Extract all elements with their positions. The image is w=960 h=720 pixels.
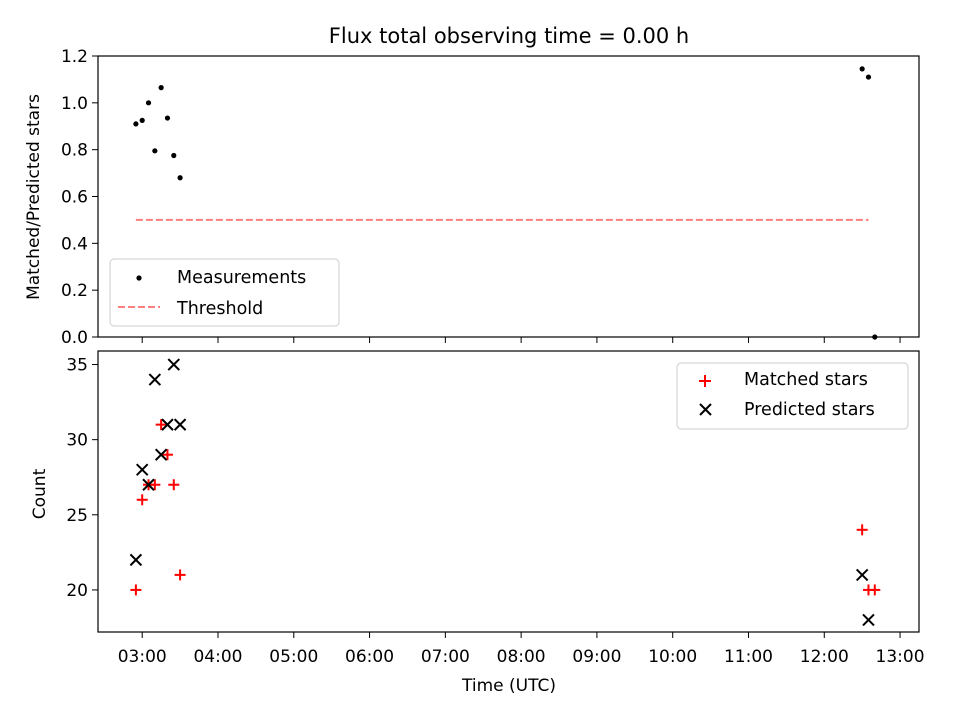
measurement-point — [139, 117, 145, 123]
x-tick-label: 08:00 — [497, 647, 546, 667]
measurement-point — [145, 100, 152, 106]
bottom-x-ticks: 03:00 04:00 05:00 06:00 07:00 08:00 09:00 10:00… — [118, 632, 925, 667]
top-panel: 0.0 0.2 0.4 0.6 0.8 1.0 1.2 Matched/Predicted … — [24, 47, 920, 348]
legend-threshold-label: Threshold — [176, 299, 263, 319]
y-tick-label: 20 — [66, 581, 88, 601]
matched-stars-point — [130, 584, 142, 596]
bottom-axes-frame — [97, 350, 920, 633]
matched-stars-point — [161, 449, 173, 461]
bottom-legend: Matched stars Predicted stars — [676, 362, 909, 430]
chart-title: Flux total observing time = 0.00 h — [329, 24, 689, 48]
x-tick-label: 09:00 — [572, 647, 621, 667]
top-legend: Measurements Threshold — [109, 258, 340, 327]
measurement-point — [133, 121, 139, 127]
y-tick-label: 25 — [66, 506, 88, 526]
measurement-point — [164, 115, 171, 121]
y-tick-label: 1.2 — [61, 47, 88, 67]
matched-stars-point — [174, 569, 186, 581]
y-tick-label: 0.2 — [61, 281, 88, 301]
measurement-point — [865, 74, 872, 80]
y-tick-label: 30 — [66, 431, 88, 451]
predicted-stars-point — [129, 553, 143, 567]
x-tick-label: 10:00 — [648, 647, 697, 667]
top-y-axis-label: Matched/Predicted stars — [24, 94, 44, 300]
measurement-point — [171, 152, 177, 159]
predicted-stars-point — [142, 478, 155, 491]
predicted-stars-point — [148, 373, 162, 386]
y-tick-label: 1.0 — [61, 94, 88, 114]
measurement-point — [177, 175, 183, 181]
legend-matched-marker — [699, 375, 711, 387]
y-tick-label: 35 — [66, 356, 88, 376]
x-tick-label: 05:00 — [269, 647, 318, 667]
y-tick-label: 0.6 — [61, 188, 88, 208]
x-tick-label: 13:00 — [876, 647, 925, 667]
matched-stars-point — [168, 479, 180, 491]
matched-stars-point — [155, 419, 167, 431]
predicted-stars-point — [136, 463, 149, 476]
x-tick-label: 11:00 — [724, 647, 773, 667]
measurement-point — [859, 66, 865, 72]
legend-predicted-label: Predicted stars — [744, 400, 875, 420]
legend-matched-label: Matched stars — [744, 370, 868, 390]
x-tick-label: 12:00 — [800, 647, 849, 667]
legend-measurements-marker — [136, 275, 142, 281]
measurement-point — [152, 148, 158, 154]
x-tick-label: 04:00 — [193, 647, 242, 667]
top-plot-marks — [133, 66, 878, 340]
legend-predicted-marker — [699, 403, 712, 416]
matched-stars-point — [856, 524, 868, 536]
predicted-stars-point — [862, 613, 875, 627]
x-tick-label: 07:00 — [421, 647, 470, 667]
measurement-point — [158, 85, 164, 91]
matched-stars-point — [136, 494, 148, 506]
top-axes-frame — [97, 55, 920, 338]
bottom-plot-marks — [129, 358, 881, 627]
y-tick-label: 0.0 — [61, 328, 88, 348]
bottom-y-ticks: 20 25 30 35 — [66, 356, 98, 601]
predicted-stars-point — [173, 418, 187, 431]
top-y-ticks: 0.0 0.2 0.4 0.6 0.8 1.0 1.2 — [61, 47, 98, 348]
predicted-stars-point — [167, 358, 180, 371]
legend-measurements-label: Measurements — [177, 268, 306, 288]
predicted-stars-point — [161, 418, 174, 431]
predicted-stars-point — [154, 448, 168, 461]
x-axis-label: Time (UTC) — [461, 676, 556, 696]
top-x-ticks — [141, 337, 901, 343]
y-tick-label: 0.8 — [61, 141, 88, 161]
matched-stars-point — [869, 584, 881, 596]
y-tick-label: 0.4 — [61, 234, 88, 254]
x-tick-label: 06:00 — [345, 647, 394, 667]
matched-stars-point — [149, 479, 161, 491]
predicted-stars-point — [855, 568, 869, 582]
bottom-y-axis-label: Count — [30, 468, 50, 519]
x-tick-label: 03:00 — [118, 647, 167, 667]
